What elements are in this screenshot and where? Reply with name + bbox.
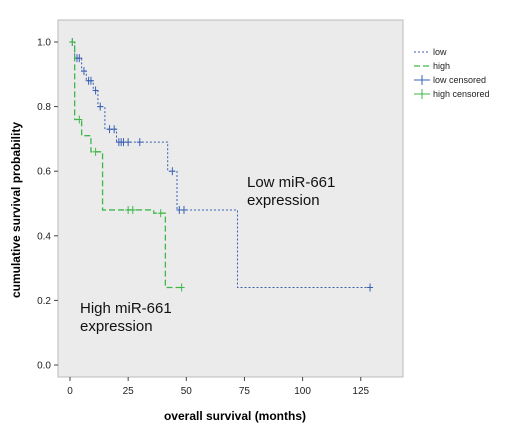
annotation-low-line1: Low miR-661 (247, 174, 335, 191)
x-tick-label: 100 (294, 386, 311, 397)
y-tick-label: 0.8 (37, 102, 51, 113)
x-axis-title: overall survival (months) (164, 409, 306, 423)
survival-curves (69, 38, 374, 292)
x-tick-label: 50 (181, 386, 193, 397)
legend: low high low censored high censored (414, 47, 490, 99)
annotation-high-line2: expression (80, 318, 153, 335)
y-tick-label: 1.0 (37, 38, 51, 49)
y-tick-label: 0.4 (37, 231, 51, 242)
legend-label-low-censored: low censored (433, 75, 486, 85)
x-tick-label: 75 (239, 386, 251, 397)
legend-label-high-censored: high censored (433, 89, 490, 99)
x-tick-label: 25 (123, 386, 135, 397)
x-tick-label: 125 (352, 386, 369, 397)
legend-swatch-high-censored (414, 89, 430, 99)
plot-area (57, 19, 404, 378)
annotation-high-line1: High miR-661 (80, 300, 172, 317)
annotation-low-line2: expression (247, 192, 320, 209)
y-tick-label: 0.2 (37, 296, 51, 307)
y-tick-label: 0.6 (37, 167, 51, 178)
x-tick-label: 0 (67, 386, 73, 397)
legend-swatch-low-censored (414, 75, 430, 85)
legend-label-high: high (433, 61, 450, 71)
y-tick-label: 0.0 (37, 361, 51, 372)
y-axis-title: cumulative survival probability (9, 122, 23, 298)
legend-label-low: low (433, 47, 447, 57)
axes: 0 25 50 75 100 125 0.0 0.2 0.4 0.6 0.8 1.0 (37, 38, 369, 398)
